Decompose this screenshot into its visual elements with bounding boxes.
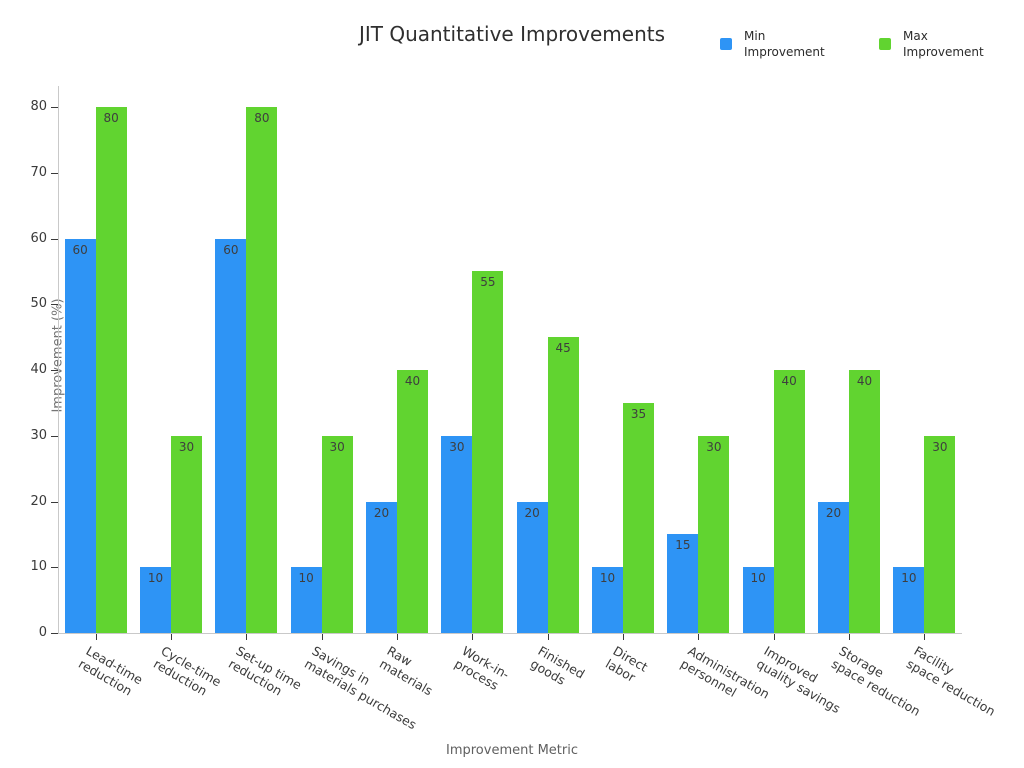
bar-max-improvement [698,435,730,633]
y-tick [51,304,58,306]
y-tick-label: 20 [30,493,47,509]
bar-value-label: 20 [524,505,540,520]
bar-value-label: 40 [856,374,873,388]
x-tick [698,634,700,640]
x-tick-label: Cycle-time reduction [151,643,224,699]
x-tick [246,634,248,640]
legend: Min Improvement Max Improvement [720,28,993,60]
bar-max-improvement [472,271,504,633]
legend-label-max: Max Improvement [903,29,984,59]
bar-value-label: 20 [825,505,842,520]
y-tick [51,567,58,569]
bar-min-improvement [818,501,849,633]
bar-min-improvement [441,435,473,633]
bar-value-label: 10 [901,571,917,586]
x-tick [472,634,474,640]
bar-value-label: 40 [781,374,797,388]
legend-item-min-improvement: Min Improvement [720,28,834,60]
bar-max-improvement [321,435,353,633]
bar-min-improvement [290,567,322,633]
bar-value-label: 20 [373,505,390,520]
bar-value-label: 10 [298,571,314,586]
legend-item-max-improvement: Max Improvement [879,28,993,60]
x-tick [849,634,850,640]
bar-max-improvement [623,402,654,633]
bar-max-improvement [397,370,428,633]
y-tick-label: 0 [38,625,47,640]
bar-min-improvement [742,567,774,633]
bar-value-label: 80 [254,111,270,125]
legend-label-min: Min Improvement [744,29,825,59]
bar-min-improvement [592,567,623,633]
bar-min-improvement [366,501,397,633]
bar-value-label: 30 [932,439,948,454]
bar-value-label: 80 [103,111,119,125]
y-tick-label: 30 [30,427,47,443]
y-tick [51,172,58,174]
bar-max-improvement [246,107,278,633]
bar-value-label: 60 [223,242,239,257]
bar-value-label: 15 [675,538,691,553]
y-tick [51,370,58,371]
bar-min-improvement [893,567,925,633]
bar-value-label: 40 [404,374,421,388]
bar-value-label: 10 [147,571,164,586]
bar-max-improvement [924,435,956,633]
y-tick-label: 10 [30,559,47,575]
bar-value-label: 30 [449,439,465,454]
x-axis-spine [58,633,962,634]
x-tick-label: Finished goods [527,643,588,688]
legend-swatch-max-icon [879,38,891,50]
x-tick-label: Lead-time reduction [75,643,146,699]
bar-value-label: 10 [750,571,766,586]
chart-title: JIT Quantitative Improvements [358,22,666,46]
bar-value-label: 10 [599,571,616,586]
legend-swatch-min-icon [720,38,732,50]
bar-max-improvement [773,370,805,633]
y-tick-label: 60 [30,230,47,246]
x-tick-label: Work-in-process [452,643,513,694]
bar-value-label: 35 [630,406,647,421]
x-tick [773,634,775,640]
y-tick [51,238,58,240]
x-tick [924,634,926,640]
bar-min-improvement [64,238,96,633]
bar-value-label: 55 [480,275,496,290]
x-tick-label: Set-up time reduction [226,643,305,699]
y-tick-label: 40 [30,362,47,377]
bar-value-label: 60 [72,242,88,257]
y-tick-label: 70 [30,164,47,180]
x-tick-label: Improved quality savings [753,643,843,717]
bar-max-improvement [95,107,127,633]
y-tick-label: 80 [30,99,47,114]
bar-value-label: 30 [329,439,345,454]
y-tick-label: 50 [30,296,47,312]
bar-max-improvement [849,370,880,633]
bar-max-improvement [547,337,579,633]
x-tick [95,634,97,640]
bar-max-improvement [171,435,202,633]
x-axis-title: Improvement Metric [446,743,578,758]
x-tick [397,634,398,640]
bar-min-improvement [516,501,548,633]
bar-value-label: 30 [706,439,722,454]
y-tick [51,107,58,108]
x-tick [171,634,172,640]
x-tick-label: Direct labor [603,643,651,685]
bar-value-label: 45 [555,341,571,356]
y-tick [51,501,58,503]
x-tick [321,634,323,640]
y-tick [51,435,58,437]
y-axis-spine [58,86,59,633]
y-tick [51,633,58,634]
x-tick-label: Administration personnel [678,643,773,702]
bar-min-improvement [215,238,247,633]
bar-min-improvement [667,534,699,633]
bar-value-label: 30 [178,439,195,454]
x-tick [623,634,624,640]
x-tick [547,634,549,640]
bar-min-improvement [140,567,171,633]
